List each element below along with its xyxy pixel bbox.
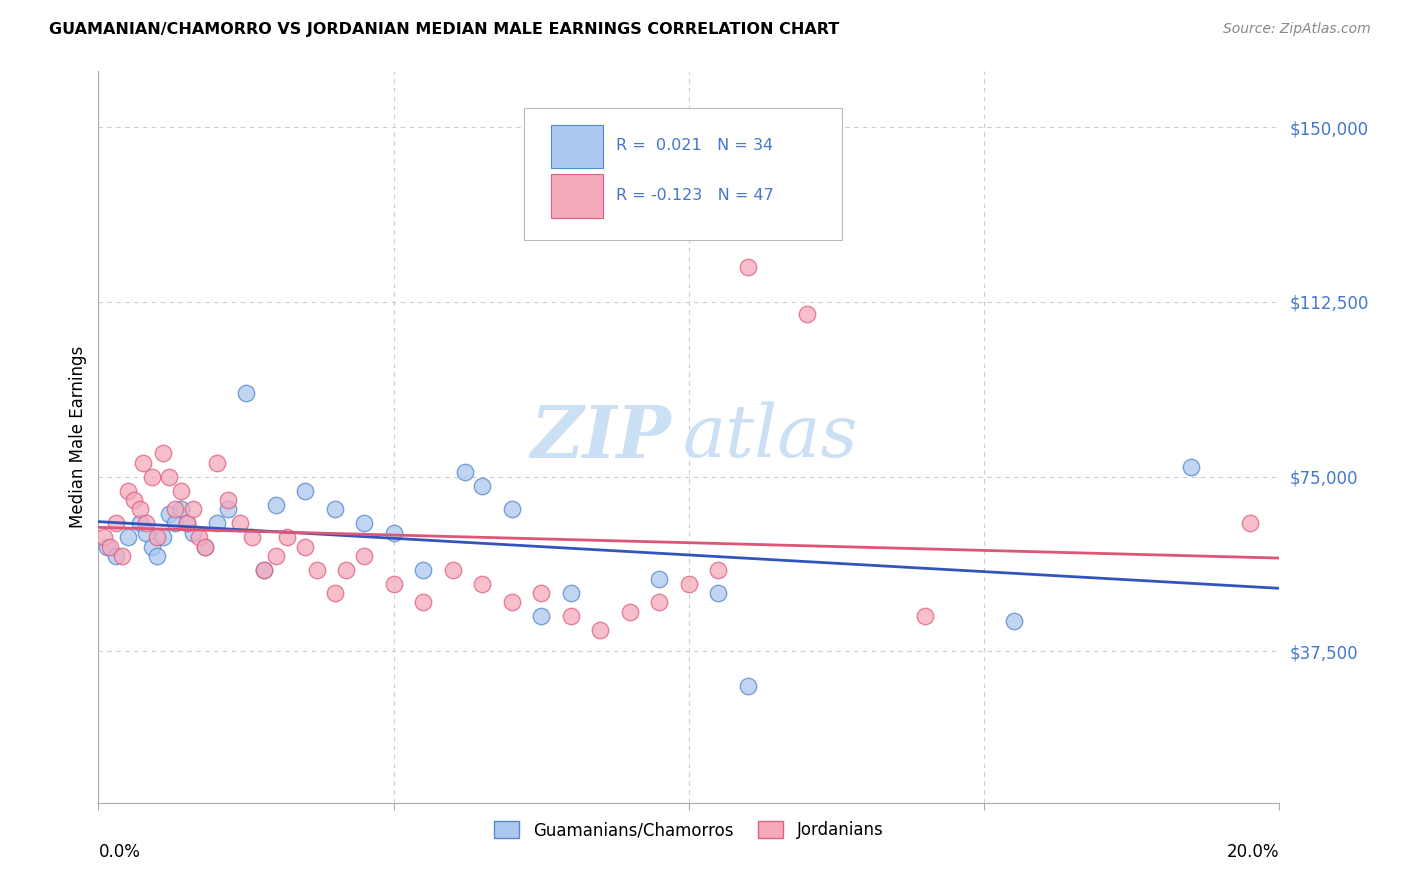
Point xyxy=(1180,460,1202,475)
Point xyxy=(914,609,936,624)
Point xyxy=(152,530,174,544)
Point xyxy=(323,586,346,600)
Point xyxy=(146,530,169,544)
Point xyxy=(217,502,239,516)
Point xyxy=(382,525,405,540)
Point xyxy=(205,456,228,470)
Point xyxy=(353,516,375,531)
Point xyxy=(205,516,228,531)
Point xyxy=(412,595,434,609)
Point xyxy=(441,563,464,577)
Legend: Guamanians/Chamorros, Jordanians: Guamanians/Chamorros, Jordanians xyxy=(488,814,890,846)
Point xyxy=(530,609,553,624)
Point xyxy=(176,516,198,531)
Point xyxy=(141,469,163,483)
Point xyxy=(323,502,346,516)
Point xyxy=(619,605,641,619)
Point xyxy=(165,502,187,516)
Point xyxy=(135,516,157,531)
Point xyxy=(187,530,209,544)
Point xyxy=(165,516,187,531)
Point xyxy=(181,525,204,540)
Point xyxy=(105,549,128,563)
Point xyxy=(135,525,157,540)
Point xyxy=(1239,516,1261,531)
Point xyxy=(412,563,434,577)
Point xyxy=(501,502,523,516)
FancyBboxPatch shape xyxy=(523,108,842,240)
Point xyxy=(471,577,494,591)
Point xyxy=(170,502,193,516)
Point xyxy=(353,549,375,563)
Point xyxy=(96,540,118,554)
Point xyxy=(141,540,163,554)
Text: Source: ZipAtlas.com: Source: ZipAtlas.com xyxy=(1223,22,1371,37)
Text: 20.0%: 20.0% xyxy=(1227,843,1279,861)
Point xyxy=(128,502,150,516)
Point xyxy=(707,586,730,600)
Point xyxy=(737,260,759,274)
Point xyxy=(229,516,252,531)
Point xyxy=(157,469,180,483)
Point xyxy=(117,483,139,498)
Point xyxy=(335,563,357,577)
Point xyxy=(294,483,316,498)
Point xyxy=(530,586,553,600)
FancyBboxPatch shape xyxy=(551,175,603,218)
Point xyxy=(453,465,475,479)
Point xyxy=(589,624,612,638)
Point xyxy=(276,530,298,544)
Point xyxy=(93,530,115,544)
Point xyxy=(235,385,257,400)
Point xyxy=(105,516,128,531)
Point xyxy=(111,549,134,563)
Point xyxy=(157,507,180,521)
Point xyxy=(128,516,150,531)
Text: R = -0.123   N = 47: R = -0.123 N = 47 xyxy=(616,188,773,203)
Point xyxy=(194,540,217,554)
Point xyxy=(170,483,193,498)
Point xyxy=(176,516,198,531)
Point xyxy=(471,479,494,493)
Point xyxy=(217,493,239,508)
FancyBboxPatch shape xyxy=(551,125,603,168)
Point xyxy=(132,456,155,470)
Point xyxy=(240,530,263,544)
Text: R =  0.021   N = 34: R = 0.021 N = 34 xyxy=(616,138,773,153)
Text: ZIP: ZIP xyxy=(530,401,671,473)
Point xyxy=(382,577,405,591)
Text: GUAMANIAN/CHAMORRO VS JORDANIAN MEDIAN MALE EARNINGS CORRELATION CHART: GUAMANIAN/CHAMORRO VS JORDANIAN MEDIAN M… xyxy=(49,22,839,37)
Point xyxy=(560,609,582,624)
Point xyxy=(122,493,145,508)
Point xyxy=(707,563,730,577)
Point xyxy=(253,563,276,577)
Point xyxy=(294,540,316,554)
Text: atlas: atlas xyxy=(683,401,859,473)
Point xyxy=(648,595,671,609)
Y-axis label: Median Male Earnings: Median Male Earnings xyxy=(69,346,87,528)
Point xyxy=(194,540,217,554)
Point xyxy=(796,307,818,321)
Point xyxy=(146,549,169,563)
Point xyxy=(117,530,139,544)
Point xyxy=(181,502,204,516)
Point xyxy=(560,586,582,600)
Point xyxy=(152,446,174,460)
Point xyxy=(737,679,759,693)
Point xyxy=(98,540,121,554)
Point xyxy=(264,549,287,563)
Point xyxy=(1002,614,1025,628)
Point xyxy=(253,563,276,577)
Point xyxy=(501,595,523,609)
Text: 0.0%: 0.0% xyxy=(98,843,141,861)
Point xyxy=(678,577,700,591)
Point xyxy=(648,572,671,586)
Point xyxy=(305,563,328,577)
Point xyxy=(264,498,287,512)
